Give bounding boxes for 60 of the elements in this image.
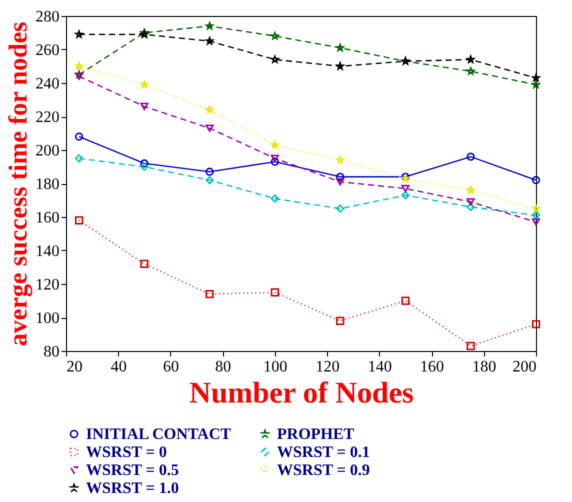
legend-label: INITIAL CONTACT bbox=[86, 426, 232, 443]
point bbox=[206, 176, 214, 184]
x-tick-label: 60 bbox=[162, 358, 179, 376]
point bbox=[206, 168, 214, 176]
point bbox=[270, 158, 279, 166]
point bbox=[336, 178, 344, 186]
point bbox=[140, 162, 148, 171]
legend-label: WSRST = 1.0 bbox=[86, 480, 179, 497]
legend-label: WSRST = 0.1 bbox=[277, 444, 370, 461]
point bbox=[270, 288, 279, 296]
y-tick-label: 160 bbox=[36, 210, 60, 226]
y-tick-label: 240 bbox=[36, 76, 60, 92]
y-tick-label: 100 bbox=[36, 310, 60, 327]
point bbox=[206, 290, 214, 298]
point bbox=[532, 320, 540, 328]
x-tick-label: 180 bbox=[472, 358, 496, 376]
legend-label: WSRST = 0.5 bbox=[86, 462, 179, 479]
legend-label: WSRST = 0 bbox=[86, 444, 167, 461]
x-tick-label: 20 bbox=[66, 358, 82, 376]
point bbox=[140, 159, 148, 168]
point bbox=[336, 204, 344, 213]
x-tick-label: 200 bbox=[512, 358, 536, 376]
x-tick-label: 140 bbox=[368, 358, 392, 376]
point bbox=[270, 194, 279, 203]
y-tick-label: 140 bbox=[36, 243, 60, 260]
y-tick-label: 260 bbox=[36, 42, 60, 59]
point bbox=[74, 72, 84, 80]
point bbox=[532, 218, 540, 226]
point bbox=[466, 152, 475, 161]
y-axis-title: averge success time for nodes bbox=[4, 22, 32, 346]
point bbox=[140, 102, 148, 110]
y-tick-label: 120 bbox=[36, 276, 60, 294]
point bbox=[270, 154, 279, 162]
x-tick-label: 80 bbox=[215, 358, 232, 376]
point bbox=[140, 260, 148, 268]
point bbox=[466, 198, 475, 206]
x-tick-label: 40 bbox=[110, 358, 127, 376]
y-tick-label: 200 bbox=[36, 142, 60, 160]
point bbox=[401, 184, 410, 192]
point bbox=[206, 124, 214, 132]
point bbox=[336, 316, 344, 325]
point bbox=[532, 211, 540, 220]
point bbox=[466, 55, 475, 64]
point bbox=[74, 154, 84, 162]
point bbox=[401, 296, 410, 305]
legend-label: PROPHET bbox=[277, 426, 355, 443]
point bbox=[466, 202, 475, 212]
x-axis-title: Number of Nodes bbox=[189, 376, 414, 410]
x-tick-label: 120 bbox=[316, 358, 340, 376]
x-tick-label: 100 bbox=[263, 358, 288, 376]
point bbox=[336, 172, 344, 181]
point bbox=[401, 191, 410, 200]
y-tick-label: 80 bbox=[44, 344, 60, 360]
legend-label: WSRST = 0.9 bbox=[277, 462, 370, 479]
y-tick-label: 180 bbox=[36, 176, 60, 193]
point bbox=[466, 342, 475, 350]
point bbox=[74, 216, 84, 224]
y-tick-label: 280 bbox=[36, 8, 60, 26]
x-tick-label: 160 bbox=[420, 358, 444, 376]
y-tick-label: 220 bbox=[36, 109, 60, 126]
